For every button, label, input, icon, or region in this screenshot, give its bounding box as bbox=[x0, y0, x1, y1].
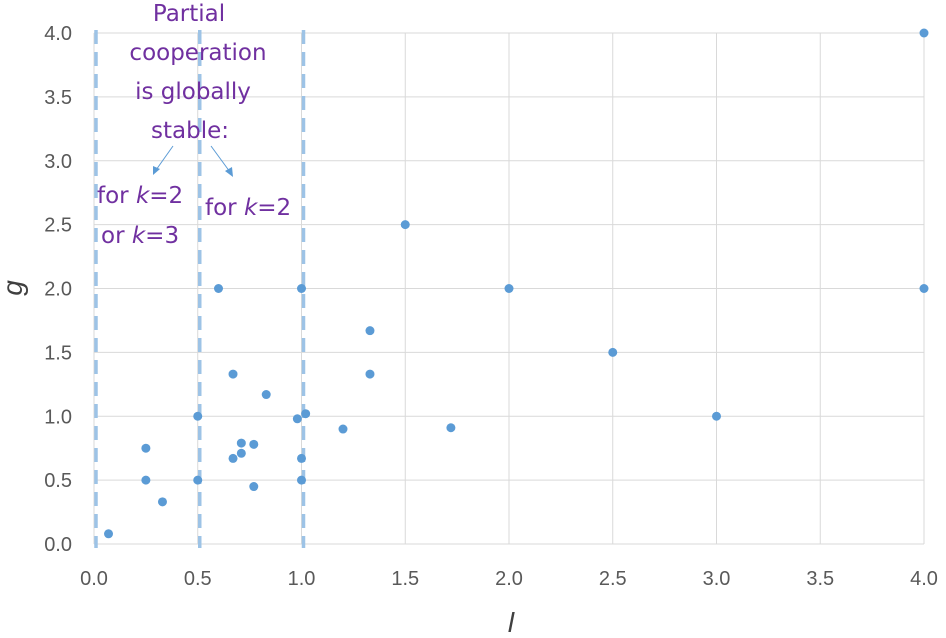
y-tick-label-5: 2.5 bbox=[44, 215, 72, 237]
y-tick-label-7: 3.5 bbox=[44, 87, 72, 109]
arrow-right bbox=[210, 145, 231, 173]
x-tick-label-8: 4.0 bbox=[910, 568, 938, 590]
y-tick-label-0: 0.0 bbox=[44, 534, 72, 556]
data-point-28 bbox=[919, 284, 929, 293]
left-line-1-prefix: for bbox=[97, 183, 136, 209]
data-point-8 bbox=[228, 453, 238, 463]
left-line-1-var: k bbox=[136, 183, 151, 209]
data-point-14 bbox=[292, 414, 302, 424]
y-tick-label-1: 0.5 bbox=[44, 470, 72, 492]
y-tick-label-3: 1.5 bbox=[44, 342, 72, 364]
y-tick-labels: 0.0 0.5 1.0 1.5 2.0 2.5 3.0 3.5 4.0 bbox=[44, 23, 72, 556]
data-point-9 bbox=[236, 438, 246, 448]
data-point-17 bbox=[297, 475, 306, 485]
right-label-prefix: for bbox=[205, 195, 244, 221]
data-point-26 bbox=[712, 411, 721, 421]
annotation-header-line-1: Partial bbox=[153, 1, 225, 27]
data-point-20 bbox=[365, 326, 375, 336]
annotation-header-line-2: cooperation bbox=[129, 40, 266, 66]
x-tick-label-1: 0.5 bbox=[184, 568, 212, 590]
annotation-header-line-3: is globally bbox=[135, 79, 251, 105]
x-tick-label-0: 0.0 bbox=[80, 568, 108, 590]
arrow-left bbox=[155, 145, 174, 171]
annotation-header: Partial cooperation is globally stable: bbox=[129, 1, 266, 144]
data-point-13 bbox=[261, 390, 271, 400]
x-tick-labels: 0.0 0.5 1.0 1.5 2.0 2.5 3.0 3.5 4.0 bbox=[80, 568, 938, 590]
x-tick-label-4: 2.0 bbox=[495, 568, 523, 590]
y-tick-label-2: 1.0 bbox=[44, 406, 72, 428]
y-tick-label-8: 4.0 bbox=[44, 23, 72, 45]
x-axis-title: l bbox=[508, 607, 515, 638]
data-point-21 bbox=[365, 369, 375, 379]
y-tick-label-6: 3.0 bbox=[44, 151, 72, 173]
right-label-var: k bbox=[244, 195, 259, 221]
data-point-2 bbox=[141, 475, 151, 485]
annotation-left-line-2: or k=3 bbox=[101, 223, 179, 249]
left-line-2-prefix: or bbox=[101, 223, 132, 249]
data-point-22 bbox=[400, 220, 410, 230]
data-point-16 bbox=[297, 453, 306, 463]
arrow-left-head bbox=[153, 166, 160, 175]
annotation-right-label: for k=2 bbox=[205, 195, 291, 221]
data-point-11 bbox=[249, 439, 259, 449]
data-point-23 bbox=[446, 423, 456, 433]
x-tick-label-2: 1.0 bbox=[288, 568, 316, 590]
data-point-27 bbox=[919, 28, 929, 38]
annotation-arrows bbox=[153, 145, 233, 177]
data-point-19 bbox=[338, 424, 348, 434]
data-point-1 bbox=[141, 443, 151, 453]
data-point-24 bbox=[504, 284, 514, 293]
x-tick-label-6: 3.0 bbox=[703, 568, 731, 590]
data-point-3 bbox=[157, 497, 167, 507]
data-point-15 bbox=[297, 284, 306, 293]
data-points bbox=[104, 28, 929, 539]
x-tick-label-3: 1.5 bbox=[391, 568, 419, 590]
data-point-25 bbox=[608, 347, 618, 357]
left-line-2-var: k bbox=[132, 223, 147, 249]
data-point-10 bbox=[236, 448, 246, 458]
data-point-7 bbox=[228, 369, 238, 379]
annotation-left-line-1: for k=2 bbox=[97, 183, 183, 209]
data-point-6 bbox=[214, 284, 223, 293]
right-label-suffix: =2 bbox=[257, 195, 291, 221]
x-tick-label-5: 2.5 bbox=[599, 568, 627, 590]
annotation-header-line-4: stable: bbox=[151, 118, 229, 144]
x-tick-label-7: 3.5 bbox=[806, 568, 834, 590]
left-line-2-suffix: =3 bbox=[145, 223, 179, 249]
data-point-5 bbox=[193, 475, 203, 485]
y-tick-label-4: 2.0 bbox=[44, 279, 72, 301]
data-point-12 bbox=[249, 482, 259, 492]
data-point-0 bbox=[104, 529, 114, 539]
arrow-right-head bbox=[225, 167, 233, 177]
y-axis-title: g bbox=[0, 280, 28, 296]
data-point-18 bbox=[301, 409, 311, 419]
data-point-4 bbox=[193, 411, 203, 421]
left-line-1-suffix: =2 bbox=[149, 183, 183, 209]
